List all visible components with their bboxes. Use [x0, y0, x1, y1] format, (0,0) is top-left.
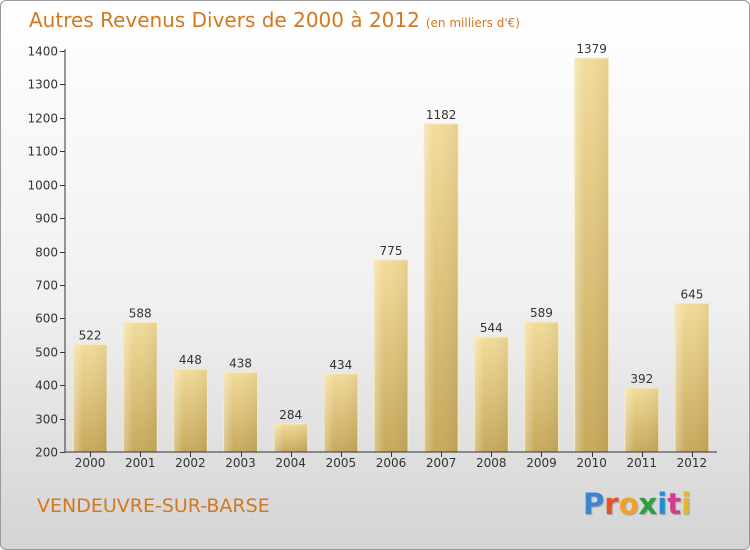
y-tick-label: 1100 — [27, 145, 58, 159]
y-tick-label: 1400 — [27, 45, 58, 59]
y-tick-label: 600 — [35, 312, 58, 326]
proxiti-logo[interactable]: Proxiti — [583, 487, 691, 521]
value-label: 589 — [530, 306, 553, 320]
x-tick-label: 2010 — [576, 456, 607, 470]
x-tick-label: 2009 — [526, 456, 557, 470]
x-tick-label: 2008 — [476, 456, 507, 470]
bar-highlight — [574, 57, 610, 453]
logo-letter: i — [681, 487, 692, 521]
y-tick-label: 500 — [35, 346, 58, 360]
value-label: 544 — [480, 321, 503, 335]
logo-letter: P — [583, 487, 605, 521]
x-tick-label: 2003 — [225, 456, 256, 470]
logo-letter: t — [667, 487, 682, 521]
x-tick-label: 2007 — [426, 456, 457, 470]
value-label: 1182 — [426, 108, 457, 122]
x-tick-label: 2006 — [376, 456, 407, 470]
x-tick-label: 2001 — [125, 456, 156, 470]
axes-layer: 200 300 400 500 600 700 800 900 1000 1100 1200 1300… — [27, 42, 717, 470]
value-label: 645 — [680, 287, 703, 301]
bar-highlight — [373, 259, 409, 453]
bar-highlight — [122, 321, 158, 453]
value-label: 522 — [79, 328, 102, 342]
bar-highlight — [674, 302, 710, 453]
value-label: 588 — [129, 306, 152, 320]
x-tick-label: 2005 — [326, 456, 357, 470]
bar-highlight — [72, 343, 108, 453]
logo-letter: r — [604, 487, 619, 521]
chart-subtitle: (en milliers d'€) — [425, 16, 520, 30]
y-tick-label: 400 — [35, 379, 58, 393]
chart-title: Autres Revenus Divers de 2000 à 2012 (en … — [29, 8, 520, 32]
y-tick-label: 1300 — [27, 78, 58, 92]
bars-layer — [72, 57, 710, 453]
bar-highlight — [273, 423, 309, 453]
y-tick-label: 900 — [35, 212, 58, 226]
logo-letter: x — [638, 487, 658, 521]
x-tick-label: 2012 — [677, 456, 708, 470]
value-label: 434 — [329, 358, 352, 372]
y-tick-label: 1000 — [27, 179, 58, 193]
value-label: 392 — [630, 372, 653, 386]
value-label: 775 — [380, 244, 403, 258]
chart-title-text: Autres Revenus Divers de 2000 à 2012 — [29, 8, 420, 32]
x-tick-label: 2004 — [275, 456, 306, 470]
y-tick-label: 1200 — [27, 112, 58, 126]
x-tick-label: 2011 — [626, 456, 657, 470]
bar-highlight — [172, 368, 208, 453]
x-tick-label: 2002 — [175, 456, 206, 470]
bar-highlight — [223, 371, 259, 453]
bar-highlight — [473, 336, 509, 453]
logo-letter: i — [657, 487, 668, 521]
y-tick-label: 300 — [35, 413, 58, 427]
y-tick-label: 700 — [35, 279, 58, 293]
y-tick-label: 800 — [35, 246, 58, 260]
value-label: 1379 — [576, 42, 607, 56]
bar-highlight — [624, 387, 660, 453]
y-tick-label: 200 — [35, 446, 58, 460]
bar-highlight — [523, 321, 559, 453]
bar-highlight — [323, 373, 359, 453]
bar-highlight — [423, 123, 459, 453]
value-label: 284 — [279, 408, 302, 422]
x-tick-label: 2000 — [75, 456, 106, 470]
logo-letter: o — [618, 487, 639, 521]
value-label: 448 — [179, 353, 202, 367]
value-label: 438 — [229, 356, 252, 370]
location-label: VENDEUVRE-SUR-BARSE — [37, 495, 270, 517]
